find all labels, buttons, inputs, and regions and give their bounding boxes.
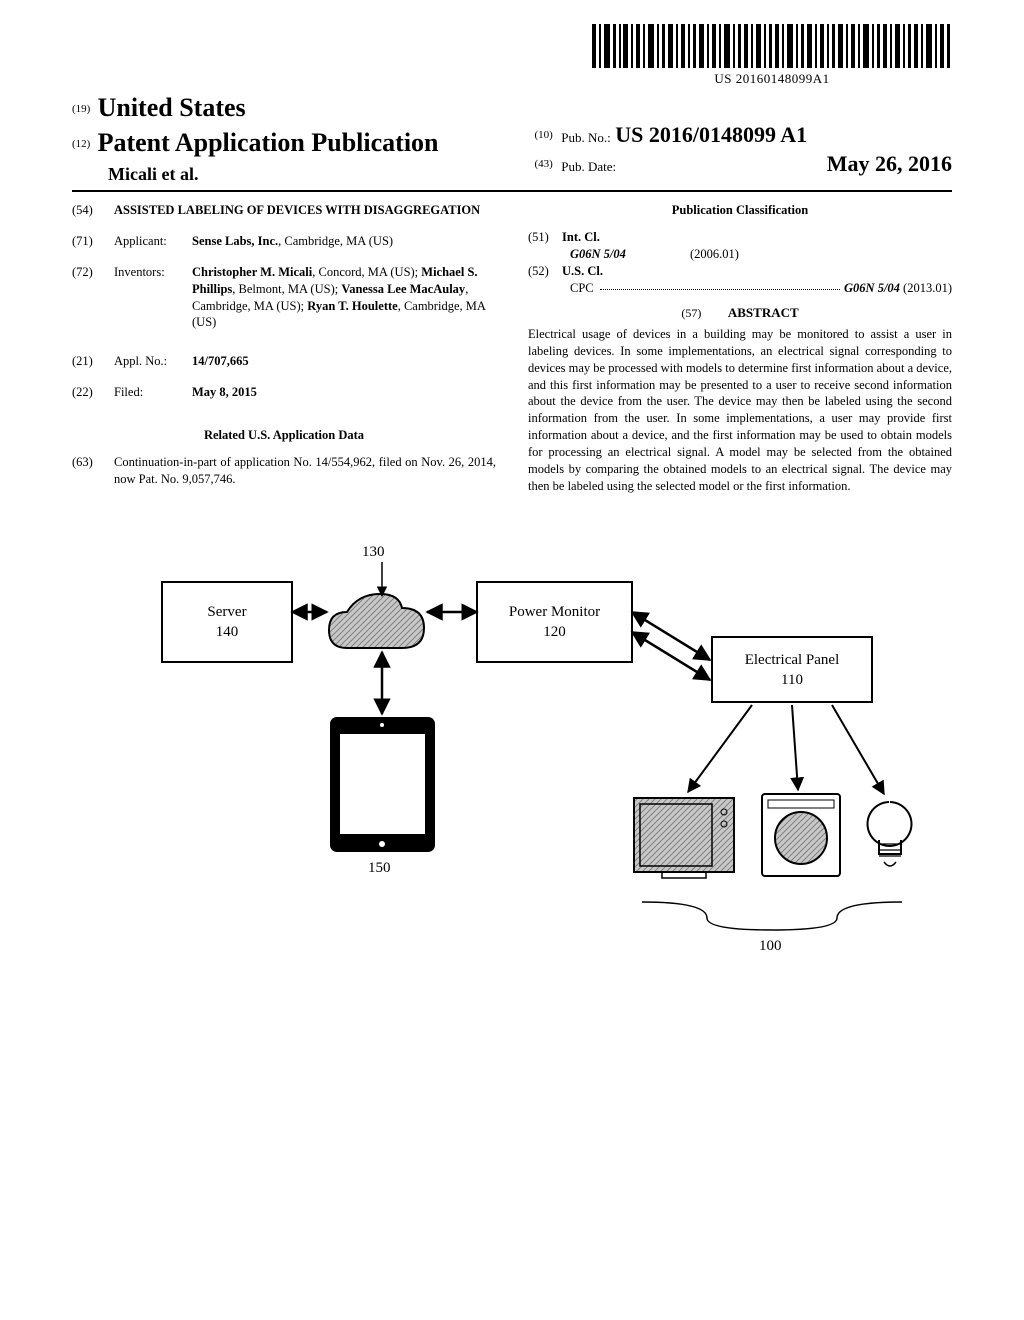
applicant-code: (71): [72, 233, 106, 250]
inventors-body: Christopher M. Micali, Concord, MA (US);…: [192, 264, 496, 332]
title-text: ASSISTED LABELING OF DEVICES WITH DISAGG…: [114, 202, 496, 219]
filed-value: May 8, 2015: [192, 384, 496, 401]
filed-field: (22) Filed: May 8, 2015: [72, 384, 496, 401]
arrow-panel-washer: [792, 705, 798, 790]
tablet-num: 150: [368, 858, 391, 878]
related-text: Continuation-in-part of application No. …: [114, 454, 496, 488]
uscl-line: (52) U.S. Cl.: [528, 263, 952, 280]
applno-value: 14/707,665: [192, 353, 496, 370]
applicant-label: Applicant:: [114, 233, 184, 250]
inventors-label: Inventors:: [114, 264, 184, 332]
abstract-code: (57): [681, 306, 701, 320]
cpc-line: CPC G06N 5/04 (2013.01): [570, 280, 952, 297]
arrow-panel-tv: [688, 705, 752, 792]
cloud-icon: [329, 594, 424, 648]
server-label: Server 140: [182, 602, 272, 643]
related-field: (63) Continuation-in-part of application…: [72, 454, 496, 488]
header-row: (19) United States (12) Patent Applicati…: [72, 90, 952, 192]
barcode-text: US 20160148099A1: [592, 70, 952, 88]
cpc-prefix: CPC: [570, 280, 594, 297]
filed-label: Filed:: [114, 384, 184, 401]
intcl-line: (51) Int. Cl.: [528, 229, 952, 246]
arrow-panel-bulb: [832, 705, 884, 794]
cloud-num: 130: [362, 542, 385, 562]
biblio-left: (54) ASSISTED LABELING OF DEVICES WITH D…: [72, 202, 496, 502]
applno-label: Appl. No.:: [114, 353, 184, 370]
cpc-dots: [600, 280, 840, 290]
arrow-monitor-panel-top: [632, 612, 710, 660]
intcl-version: (2006.01): [690, 246, 739, 263]
washer-icon: [762, 794, 840, 876]
cpc-value: G06N 5/04 (2013.01): [844, 280, 952, 297]
applicant-loc: , Cambridge, MA (US): [278, 234, 393, 248]
intcl-symbol: G06N 5/04: [570, 246, 690, 263]
country: United States: [98, 93, 246, 122]
figure-area: Server 140 130 Power Monitor 120 Electri…: [72, 542, 952, 962]
pub-type-line: (12) Patent Application Publication: [72, 125, 510, 160]
pubdate-value: May 26, 2016: [827, 149, 952, 179]
uscl-label: U.S. Cl.: [562, 263, 603, 280]
panel-label: Electrical Panel 110: [727, 650, 857, 691]
barcode-region: US 20160148099A1: [72, 24, 952, 88]
applicant-field: (71) Applicant: Sense Labs, Inc., Cambri…: [72, 233, 496, 250]
abstract-label: ABSTRACT: [728, 305, 799, 320]
abstract-heading: (57) ABSTRACT: [528, 304, 952, 322]
barcode: US 20160148099A1: [592, 24, 952, 88]
pubdate-code: (43): [534, 158, 552, 170]
applno-code: (21): [72, 353, 106, 370]
pubno-code: (10): [534, 129, 552, 141]
authors: Micali et al.: [108, 164, 198, 184]
applicant-body: Sense Labs, Inc., Cambridge, MA (US): [192, 233, 496, 250]
pubno-value: US 2016/0148099 A1: [615, 122, 807, 147]
title-code: (54): [72, 202, 106, 219]
pubdate-label: Pub. Date:: [561, 159, 616, 174]
biblio-right: Publication Classification (51) Int. Cl.…: [528, 202, 952, 502]
intcl-label: Int. Cl.: [562, 229, 600, 246]
uscl-code: (52): [528, 263, 562, 280]
tablet-icon: [330, 717, 435, 852]
pub-type: Patent Application Publication: [98, 128, 439, 157]
country-line: (19) United States: [72, 90, 510, 125]
lightbulb-icon: [867, 802, 911, 866]
brace: [642, 902, 902, 930]
barcode-svg: [592, 24, 952, 68]
related-code: (63): [72, 454, 106, 488]
applicant-name: Sense Labs, Inc.: [192, 234, 278, 248]
biblio: (54) ASSISTED LABELING OF DEVICES WITH D…: [72, 202, 952, 502]
intcl-code: (51): [528, 229, 562, 246]
title-field: (54) ASSISTED LABELING OF DEVICES WITH D…: [72, 202, 496, 219]
abstract-body: Electrical usage of devices in a buildin…: [528, 326, 952, 495]
filed-code: (22): [72, 384, 106, 401]
devices-num: 100: [759, 936, 782, 956]
applno-field: (21) Appl. No.: 14/707,665: [72, 353, 496, 370]
tv-icon: [634, 798, 734, 878]
intcl-sub: G06N 5/04 (2006.01): [570, 246, 952, 263]
monitor-label: Power Monitor 120: [492, 602, 617, 643]
related-heading: Related U.S. Application Data: [72, 427, 496, 444]
jurisdiction-code: (19): [72, 103, 90, 115]
classif-heading: Publication Classification: [528, 202, 952, 219]
pubdate-line: (43) Pub. Date: May 26, 2016: [534, 149, 952, 179]
inventors-code: (72): [72, 264, 106, 332]
inventors-field: (72) Inventors: Christopher M. Micali, C…: [72, 264, 496, 332]
pubno-label: Pub. No.:: [561, 130, 610, 145]
arrow-monitor-panel-bot: [632, 632, 710, 680]
pub-type-code: (12): [72, 138, 90, 150]
pubno-line: (10) Pub. No.: US 2016/0148099 A1: [534, 120, 952, 150]
